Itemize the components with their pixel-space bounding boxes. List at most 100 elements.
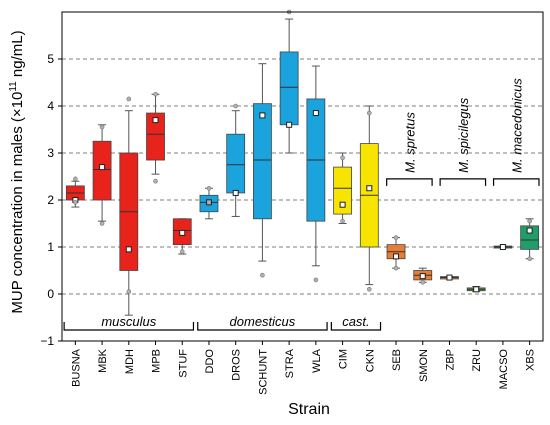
- data-point: [260, 272, 265, 278]
- box-dros: [226, 110, 246, 217]
- box-zbp: [440, 274, 459, 281]
- x-axis: BUSNA MBK MDH MPB STUF DDO DROS SCHUNT STRA WLA CI…: [70, 341, 537, 395]
- mean-marker: [286, 121, 293, 128]
- mean-marker: [152, 117, 159, 124]
- box-macso: [493, 244, 513, 250]
- box-schunt: [253, 63, 272, 262]
- mean-marker: [312, 110, 319, 117]
- y-axis: −1 0 1 2 3 4 5: [40, 52, 62, 348]
- box-zru: [466, 285, 486, 293]
- data-point: [126, 289, 132, 294]
- box-ckn: [359, 105, 379, 286]
- box: [279, 51, 299, 126]
- data-point: [233, 103, 238, 109]
- data-point: [73, 200, 78, 205]
- mean-marker: [232, 189, 239, 196]
- data-point: [340, 155, 345, 160]
- box-stra: [279, 18, 299, 154]
- data-point: [206, 200, 212, 205]
- box-seb: [386, 237, 406, 269]
- mean-marker: [366, 185, 373, 192]
- box: [92, 140, 112, 201]
- mean-marker: [419, 273, 426, 280]
- x-tick-label: SMON: [418, 349, 430, 382]
- group-label: cast.: [342, 314, 369, 329]
- grid-lines: [62, 58, 543, 295]
- group-bracket: [63, 322, 195, 331]
- data-point: [73, 176, 78, 182]
- x-tick-label: DROS: [231, 349, 243, 381]
- x-tick-label: STRA: [284, 348, 296, 378]
- x-axis-label: Strain: [288, 401, 330, 418]
- x-tick-label: MBK: [97, 348, 109, 373]
- x-tick-label: STUF: [177, 349, 189, 378]
- x-tick-label: DDO: [204, 349, 216, 374]
- y-tick-label: 3: [47, 146, 54, 160]
- group-label: M. macedonicus: [509, 78, 524, 173]
- data-point: [206, 185, 212, 191]
- box-mpb: [146, 93, 165, 175]
- data-point: [179, 249, 185, 254]
- mean-marker: [125, 246, 132, 253]
- y-tick-label: 0: [47, 287, 54, 301]
- y-tick-label: 4: [47, 99, 54, 113]
- y-axis-label-prefix: MUP concentration in males (×10: [9, 92, 26, 314]
- group-brackets: musculus domesticus cast. M. spretus M. spic…: [63, 78, 540, 332]
- x-tick-label: XBS: [525, 349, 537, 371]
- mean-marker: [446, 274, 453, 281]
- box-busna: [65, 180, 85, 208]
- x-tick-label: WLA: [311, 348, 323, 373]
- mean-marker: [526, 227, 533, 234]
- data-point: [340, 218, 345, 224]
- group-bracket: [330, 322, 382, 331]
- y-axis-label-suffix: ng/mL): [9, 30, 26, 81]
- box: [226, 133, 246, 194]
- box-wla: [306, 65, 326, 267]
- data-point: [153, 178, 158, 184]
- box: [333, 166, 352, 215]
- data-point: [313, 277, 319, 283]
- box-cim: [333, 152, 352, 224]
- x-tick-label: MDH: [124, 349, 136, 374]
- x-tick-label: SCHUNT: [257, 349, 269, 395]
- data-point: [99, 221, 105, 226]
- y-axis-label-sup: 11: [8, 81, 19, 92]
- data-point: [527, 218, 532, 224]
- box-mbk: [92, 124, 112, 222]
- data-point: [393, 235, 399, 240]
- group-bracket: [439, 178, 487, 186]
- x-tick-label: BUSNA: [70, 348, 82, 387]
- data-point: [367, 286, 372, 292]
- box-mdh: [119, 110, 139, 316]
- x-tick-label: ZBP: [444, 349, 456, 370]
- box-series: [65, 9, 540, 316]
- x-tick-label: ZRU: [471, 349, 483, 372]
- mean-marker: [393, 253, 400, 260]
- data-point: [153, 91, 158, 97]
- data-point: [527, 256, 532, 262]
- y-tick-label: 5: [47, 52, 54, 66]
- x-tick-label: SEB: [391, 349, 403, 371]
- group-label: M. spicilegus: [456, 97, 471, 173]
- x-tick-label: MACSO: [498, 349, 510, 390]
- data-point: [393, 265, 399, 271]
- data-point: [99, 124, 105, 130]
- y-tick-label: 2: [47, 193, 54, 207]
- mean-marker: [473, 286, 480, 293]
- x-tick-label: MPB: [151, 349, 163, 373]
- box-stuf: [172, 218, 192, 255]
- box: [146, 112, 165, 161]
- x-tick-label: CIM: [338, 349, 350, 369]
- plot-frame: [61, 11, 544, 342]
- x-tick-label: CKN: [364, 349, 376, 372]
- data-point: [420, 279, 426, 285]
- group-label: M. spretus: [402, 112, 417, 173]
- mean-marker: [259, 112, 266, 119]
- group-bracket: [386, 178, 433, 186]
- mean-marker: [339, 201, 346, 208]
- data-point: [126, 96, 132, 102]
- group-bracket: [197, 322, 328, 331]
- y-axis-label: MUP concentration in males (×1011 ng/mL): [8, 30, 26, 313]
- box: [253, 103, 272, 220]
